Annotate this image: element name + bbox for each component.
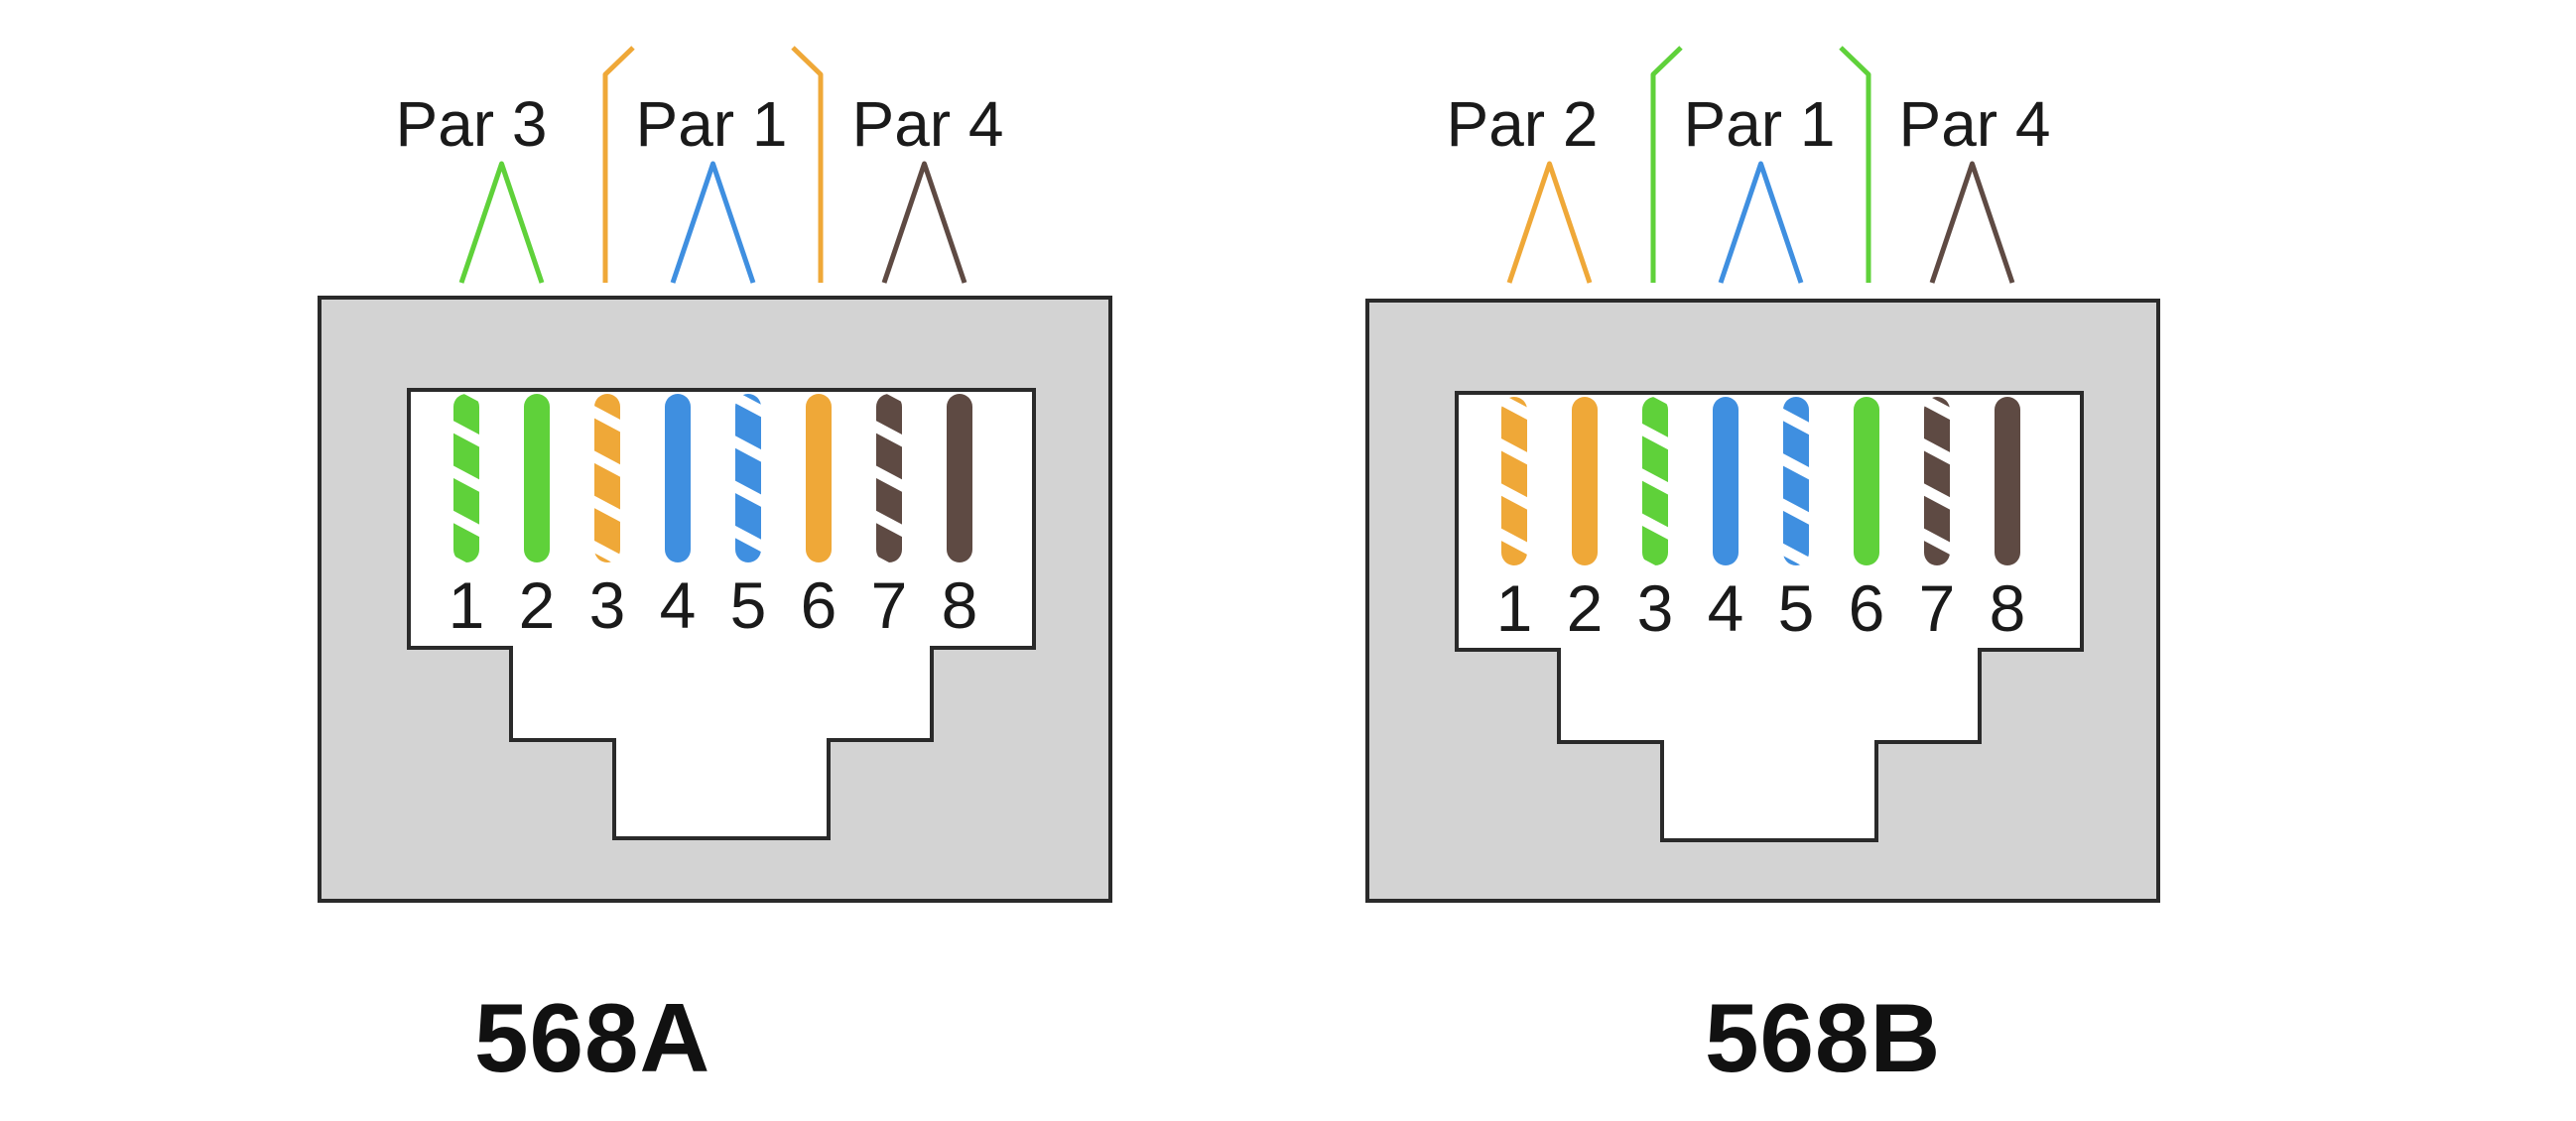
standard-title-568b: 568B [1705, 983, 1942, 1092]
wire-pin-1 [453, 394, 479, 562]
pin-number-3: 3 [589, 568, 626, 642]
connector-568b: 1 2 3 4 5 6 7 8 Par 2 Par 1 Par 4 [1365, 46, 2160, 903]
pin-number-6: 6 [1849, 571, 1885, 645]
pin-number-3: 3 [1637, 571, 1674, 645]
pin-number-5: 5 [1778, 571, 1815, 645]
pair-label-par-2: Par 2 [1447, 88, 1599, 160]
wire-pin-2 [524, 394, 550, 562]
pair-lead-1-2 [458, 161, 545, 284]
pin-number-1: 1 [449, 568, 485, 642]
pin-number-8: 8 [1990, 571, 2026, 645]
pair-lead-3 [602, 46, 635, 283]
wire-pin-7 [876, 394, 902, 562]
pair-label-par-3: Par 3 [396, 88, 548, 160]
pair-label-par-4: Par 4 [1899, 88, 2051, 160]
wire-pin-4 [665, 394, 691, 562]
pin-number-2: 2 [1567, 571, 1604, 645]
wire-pin-3 [594, 394, 620, 562]
pair-lead-3 [1650, 46, 1683, 283]
wire-pin-6 [1854, 397, 1879, 565]
wire-pin-8 [1995, 397, 2020, 565]
pair-label-par-4: Par 4 [852, 88, 1004, 160]
wire-pin-6 [806, 394, 832, 562]
pair-label-par-1: Par 1 [1684, 88, 1836, 160]
standard-title-568a: 568A [474, 983, 711, 1092]
wire-pin-7 [1924, 397, 1950, 565]
wire-pin-3 [1642, 397, 1668, 565]
pin-number-8: 8 [942, 568, 978, 642]
wire-pin-1 [1501, 397, 1527, 565]
wire-pin-4 [1713, 397, 1739, 565]
pin-number-4: 4 [1708, 571, 1744, 645]
pin-number-6: 6 [801, 568, 837, 642]
pin-number-1: 1 [1496, 571, 1533, 645]
pin-number-5: 5 [730, 568, 767, 642]
wire-pin-5 [1783, 397, 1809, 565]
pin-number-7: 7 [871, 568, 908, 642]
pair-lead-4-5 [1718, 161, 1804, 284]
pair-lead-7-8 [881, 161, 967, 284]
pair-lead-6 [1839, 46, 1871, 283]
pair-lead-1-2 [1506, 161, 1593, 284]
pair-lead-7-8 [1929, 161, 2015, 284]
pair-label-par-1: Par 1 [636, 88, 788, 160]
connector-568a: 1 2 3 4 5 6 7 8 Par 3 Par 1 Par 4 [318, 46, 1112, 903]
pair-lead-6 [791, 46, 824, 283]
wire-pin-2 [1572, 397, 1598, 565]
wire-pin-5 [735, 394, 761, 562]
wire-pin-8 [947, 394, 972, 562]
pair-lead-4-5 [670, 161, 756, 284]
pin-number-2: 2 [519, 568, 556, 642]
pin-number-7: 7 [1919, 571, 1956, 645]
pin-number-4: 4 [660, 568, 697, 642]
